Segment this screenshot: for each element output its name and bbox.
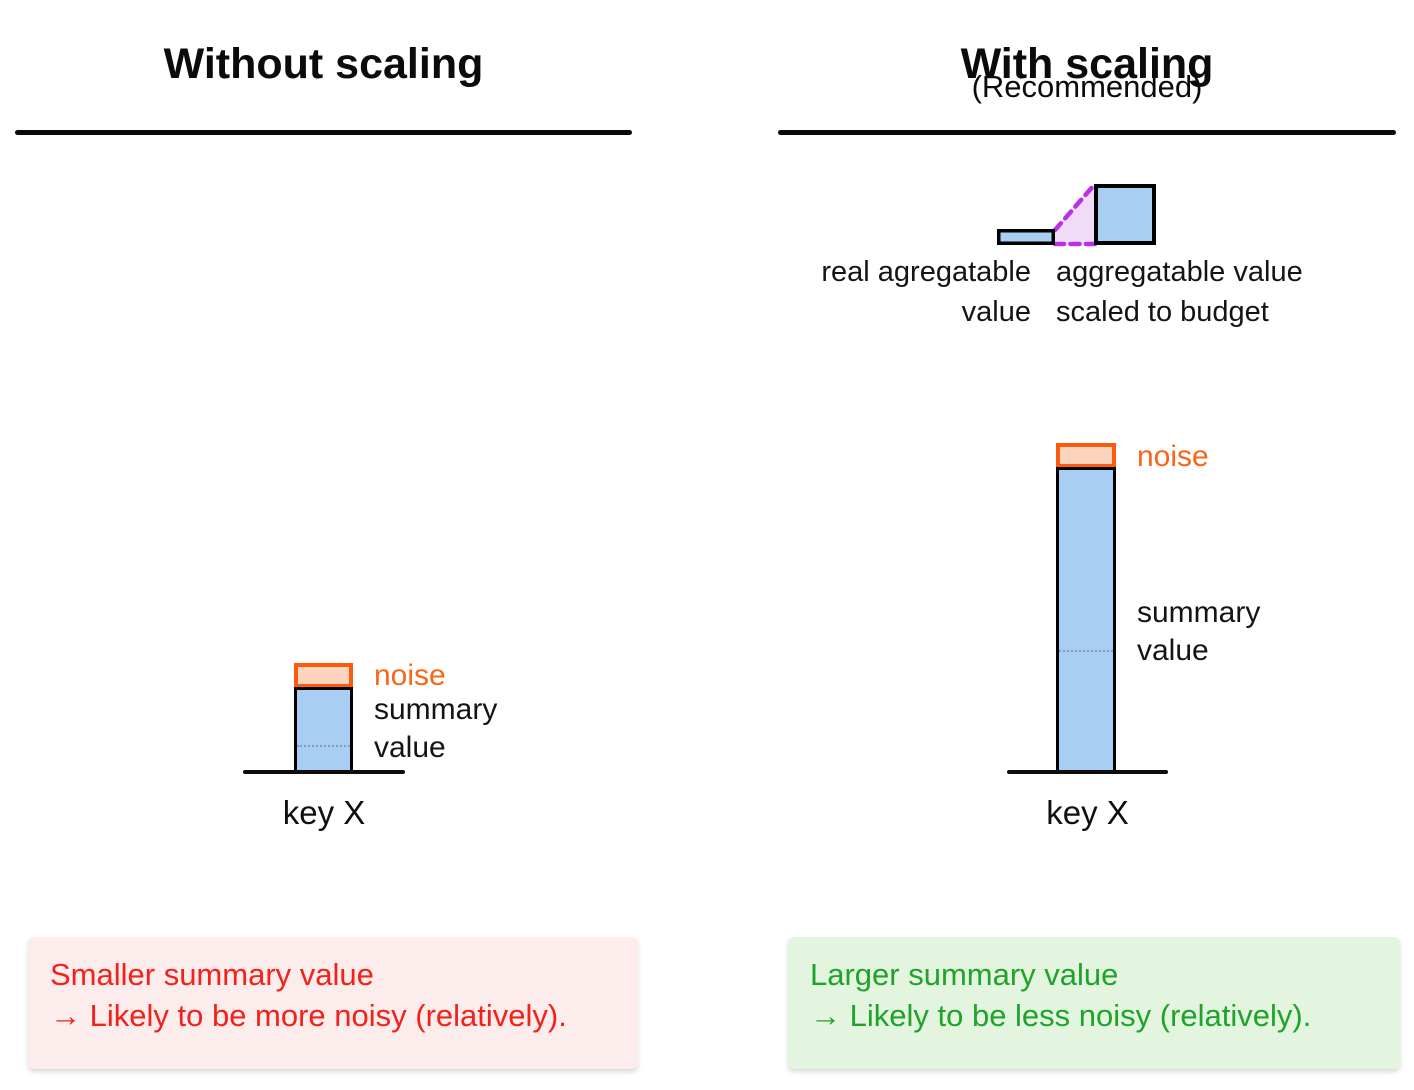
axis-baseline: [1007, 770, 1168, 774]
noise-cap-bar: [1056, 443, 1116, 468]
bar-inner-divider: [297, 745, 350, 747]
bar-inner-divider: [1059, 650, 1113, 652]
panel-subtitle-recommended: (Recommended): [971, 69, 1203, 104]
summary-value-bar: [294, 687, 353, 773]
noise-label: noise: [1137, 440, 1209, 473]
real-value-label: real agregatable value: [821, 256, 1031, 328]
noise-label: noise: [374, 659, 446, 692]
panel-title-without-scaling: Without scaling: [163, 39, 484, 88]
scaled-value-square-shape: [1094, 184, 1156, 245]
noise-cap-bar: [294, 663, 353, 688]
x-axis-label: key X: [282, 794, 366, 831]
summary-value-label: summary value: [1137, 596, 1261, 667]
summary-value-label: summary value: [374, 693, 498, 764]
scaling-dash-diagonal: [1052, 182, 1097, 233]
summary-value-bar: [1056, 467, 1116, 773]
x-axis-label: key X: [1046, 794, 1129, 831]
scaled-value-label: aggregatable value scaled to budget: [1056, 256, 1303, 328]
panel-divider-left: [15, 130, 632, 135]
callout-less-noisy: Larger summary value → Likely to be less…: [788, 937, 1400, 1069]
panel-title-with-scaling: With scaling: [960, 39, 1214, 88]
panel-divider-right: [778, 130, 1396, 135]
callout-more-noisy: Smaller summary value → Likely to be mor…: [28, 937, 638, 1069]
scaling-trapezoid-shape: [1055, 185, 1094, 244]
axis-baseline: [243, 770, 405, 774]
scaling-illustration: [997, 182, 1156, 247]
real-value-bar-shape: [997, 229, 1055, 245]
